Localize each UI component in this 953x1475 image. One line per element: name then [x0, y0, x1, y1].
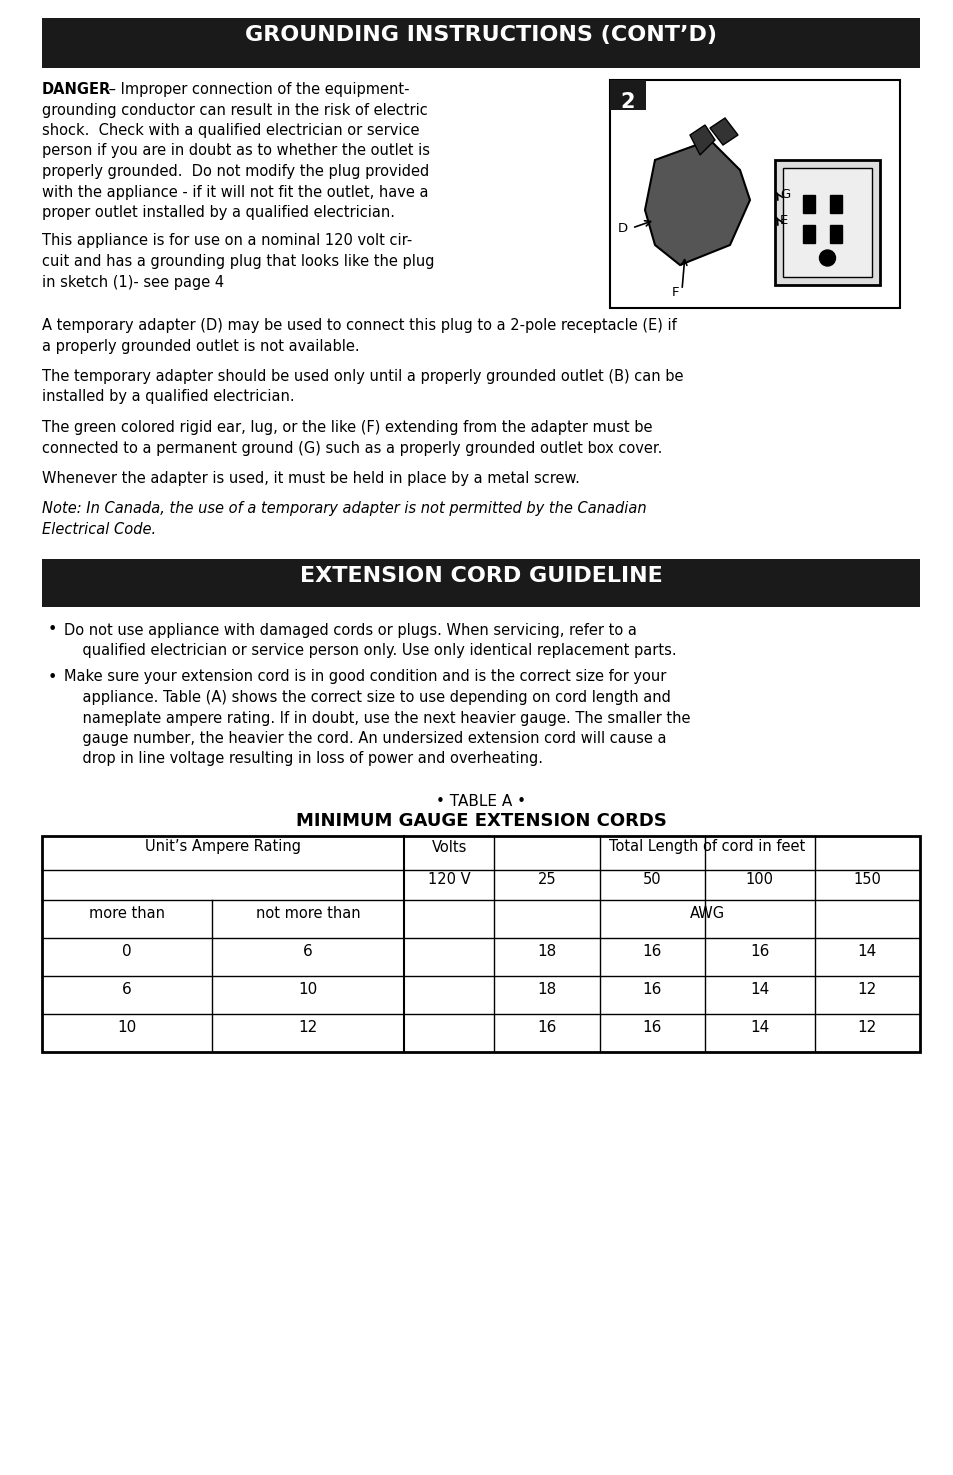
- Text: 16: 16: [642, 981, 661, 997]
- Polygon shape: [689, 125, 714, 155]
- Text: 18: 18: [537, 981, 556, 997]
- Text: more than: more than: [89, 906, 165, 920]
- Text: EXTENSION CORD GUIDELINE: EXTENSION CORD GUIDELINE: [299, 565, 661, 586]
- Text: properly grounded.  Do not modify the plug provided: properly grounded. Do not modify the plu…: [42, 164, 429, 178]
- Text: in sketch (1)- see page 4: in sketch (1)- see page 4: [42, 274, 224, 289]
- Bar: [829, 226, 841, 243]
- Text: This appliance is for use on a nominal 120 volt cir-: This appliance is for use on a nominal 1…: [42, 233, 412, 248]
- Text: a properly grounded outlet is not available.: a properly grounded outlet is not availa…: [42, 338, 359, 354]
- Text: with the appliance - if it will not fit the outlet, have a: with the appliance - if it will not fit …: [42, 184, 428, 199]
- Text: 25: 25: [537, 872, 556, 886]
- Text: 0: 0: [122, 944, 132, 959]
- Text: 120 V: 120 V: [427, 872, 470, 886]
- Text: cuit and has a grounding plug that looks like the plug: cuit and has a grounding plug that looks…: [42, 254, 434, 268]
- Text: Whenever the adapter is used, it must be held in place by a metal screw.: Whenever the adapter is used, it must be…: [42, 471, 579, 485]
- Circle shape: [819, 249, 835, 266]
- Text: 16: 16: [749, 944, 769, 959]
- Text: qualified electrician or service person only. Use only identical replacement par: qualified electrician or service person …: [64, 643, 676, 658]
- Bar: [42, 559, 919, 606]
- Text: 10: 10: [298, 981, 317, 997]
- Text: 16: 16: [537, 1019, 556, 1034]
- Text: connected to a permanent ground (G) such as a properly grounded outlet box cover: connected to a permanent ground (G) such…: [42, 441, 661, 456]
- Bar: [802, 195, 814, 212]
- Text: Total Length of cord in feet: Total Length of cord in feet: [608, 839, 804, 854]
- Text: Do not use appliance with damaged cords or plugs. When servicing, refer to a: Do not use appliance with damaged cords …: [64, 622, 637, 637]
- Bar: [829, 195, 841, 212]
- Text: 16: 16: [642, 1019, 661, 1034]
- Bar: [42, 18, 919, 68]
- Text: G: G: [780, 189, 789, 202]
- Text: GROUNDING INSTRUCTIONS (CONT’D): GROUNDING INSTRUCTIONS (CONT’D): [245, 25, 717, 46]
- Text: DANGER: DANGER: [42, 83, 112, 97]
- Text: 14: 14: [749, 981, 768, 997]
- Text: F: F: [671, 286, 679, 298]
- Text: gauge number, the heavier the cord. An undersized extension cord will cause a: gauge number, the heavier the cord. An u…: [64, 732, 666, 746]
- Bar: [774, 159, 879, 285]
- Text: drop in line voltage resulting in loss of power and overheating.: drop in line voltage resulting in loss o…: [64, 751, 542, 767]
- Text: The green colored rigid ear, lug, or the like (F) extending from the adapter mus: The green colored rigid ear, lug, or the…: [42, 420, 652, 435]
- Text: Volts: Volts: [431, 839, 466, 854]
- Bar: [609, 80, 645, 111]
- Text: installed by a qualified electrician.: installed by a qualified electrician.: [42, 389, 294, 404]
- Text: 150: 150: [853, 872, 881, 886]
- Text: 12: 12: [298, 1019, 317, 1034]
- Text: D: D: [618, 221, 627, 235]
- Text: person if you are in doubt as to whether the outlet is: person if you are in doubt as to whether…: [42, 143, 430, 158]
- Bar: [42, 836, 919, 1052]
- Text: 14: 14: [857, 944, 876, 959]
- Text: A temporary adapter (D) may be used to connect this plug to a 2-pole receptacle : A temporary adapter (D) may be used to c…: [42, 319, 676, 333]
- Text: Electrical Code.: Electrical Code.: [42, 522, 156, 537]
- Text: 10: 10: [117, 1019, 136, 1034]
- Text: 14: 14: [749, 1019, 768, 1034]
- Text: Make sure your extension cord is in good condition and is the correct size for y: Make sure your extension cord is in good…: [64, 670, 666, 684]
- Text: – Improper connection of the equipment-: – Improper connection of the equipment-: [104, 83, 409, 97]
- Bar: [802, 226, 814, 243]
- Text: nameplate ampere rating. If in doubt, use the next heavier gauge. The smaller th: nameplate ampere rating. If in doubt, us…: [64, 711, 690, 726]
- Text: The temporary adapter should be used only until a properly grounded outlet (B) c: The temporary adapter should be used onl…: [42, 369, 682, 384]
- Text: E: E: [780, 214, 787, 227]
- Text: •: •: [48, 670, 57, 684]
- Text: proper outlet installed by a qualified electrician.: proper outlet installed by a qualified e…: [42, 205, 395, 220]
- Bar: [609, 80, 899, 308]
- Text: 18: 18: [537, 944, 556, 959]
- Text: Note: In Canada, the use of a temporary adapter is not permitted by the Canadian: Note: In Canada, the use of a temporary …: [42, 502, 646, 516]
- Text: 12: 12: [857, 1019, 876, 1034]
- Text: Unit’s Ampere Rating: Unit’s Ampere Rating: [145, 839, 301, 854]
- Text: 100: 100: [745, 872, 773, 886]
- Text: MINIMUM GAUGE EXTENSION CORDS: MINIMUM GAUGE EXTENSION CORDS: [295, 813, 666, 830]
- Text: appliance. Table (A) shows the correct size to use depending on cord length and: appliance. Table (A) shows the correct s…: [64, 690, 670, 705]
- Text: • TABLE A •: • TABLE A •: [436, 794, 525, 808]
- Text: shock.  Check with a qualified electrician or service: shock. Check with a qualified electricia…: [42, 122, 419, 139]
- Text: grounding conductor can result in the risk of electric: grounding conductor can result in the ri…: [42, 102, 427, 118]
- Text: 16: 16: [642, 944, 661, 959]
- Text: 6: 6: [122, 981, 132, 997]
- Text: 2: 2: [620, 91, 635, 112]
- Text: not more than: not more than: [255, 906, 360, 920]
- Bar: [782, 168, 871, 277]
- Text: AWG: AWG: [689, 906, 724, 920]
- Text: 50: 50: [642, 872, 660, 886]
- Text: 12: 12: [857, 981, 876, 997]
- Text: 6: 6: [303, 944, 313, 959]
- Polygon shape: [709, 118, 738, 145]
- Text: •: •: [48, 622, 57, 637]
- Polygon shape: [644, 140, 749, 266]
